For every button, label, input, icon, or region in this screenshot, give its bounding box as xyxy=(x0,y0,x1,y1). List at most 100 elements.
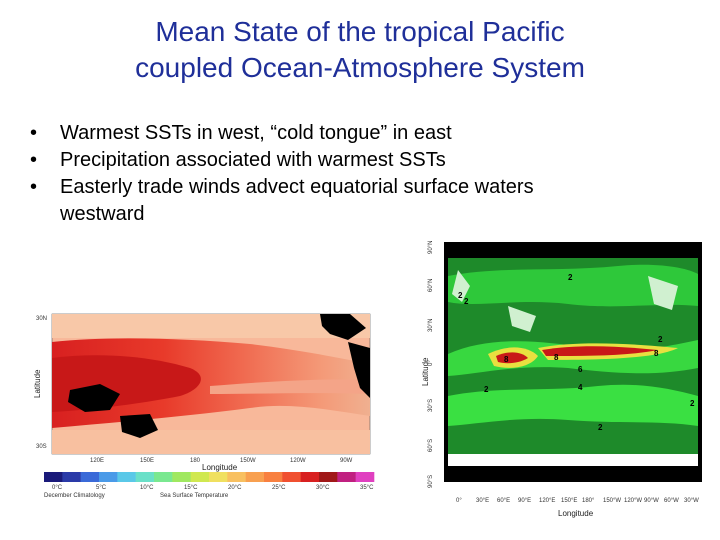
colorbar-tick: 0°C xyxy=(52,485,63,491)
colorbar-swatch xyxy=(190,472,210,482)
precip-max xyxy=(496,352,528,364)
slide-title: Mean State of the tropical Pacific coupl… xyxy=(40,14,680,86)
colorbar-swatch xyxy=(227,472,246,482)
colorbar-swatch xyxy=(282,472,301,482)
precip-lat-tick: 30°N xyxy=(428,319,434,332)
precip-lat-tick: 30°S xyxy=(428,399,434,412)
precip-map-figure: 2 2 8 8 6 4 2 2 8 2 2 2 90°N 60°N 30°N 0… xyxy=(418,236,710,520)
bullet-dot-icon: • xyxy=(30,149,38,171)
sst-caption-center: Sea Surface Temperature xyxy=(160,493,229,499)
colorbar-tick: 10°C xyxy=(140,485,154,491)
sst-map-panel xyxy=(51,313,371,455)
colorbar-swatch xyxy=(117,472,136,482)
contour-label: 2 xyxy=(658,335,663,344)
sst-lon-tick: 120E xyxy=(90,458,104,464)
colorbar-tick: 20°C xyxy=(228,485,242,491)
landmass-shape xyxy=(68,384,120,412)
sst-lon-tick: 120W xyxy=(290,458,306,464)
landmass-shape xyxy=(320,314,366,340)
contour-label: 8 xyxy=(554,353,559,362)
colorbar-tick: 15°C xyxy=(184,485,198,491)
precip-lat-tick: 90°S xyxy=(428,475,434,488)
precip-lat-tick: 60°N xyxy=(428,279,434,292)
sst-y-axis-label: Latitude xyxy=(33,369,42,398)
colorbar-swatch xyxy=(319,472,338,482)
colorbar-swatch xyxy=(264,472,283,482)
contour-label: 2 xyxy=(458,291,463,300)
colorbar-swatch xyxy=(355,472,375,482)
colorbar-swatch xyxy=(337,472,356,482)
precip-lon-tick: 120°W xyxy=(624,498,642,504)
contour-label: 8 xyxy=(654,349,659,358)
cold-tongue-region xyxy=(210,379,370,394)
bullet-dot-icon: • xyxy=(30,122,38,144)
precip-band xyxy=(448,264,698,307)
contour-label: 4 xyxy=(578,383,583,392)
colorbar-swatch xyxy=(99,472,118,482)
colorbar-swatch xyxy=(245,472,265,482)
precip-map-panel xyxy=(444,242,702,482)
precip-lat-tick: 0° xyxy=(428,360,434,366)
bullet-item: • Warmest SSTs in west, “cold tongue” in … xyxy=(30,120,590,147)
bullet-dot-icon: • xyxy=(30,176,38,198)
precip-lon-tick: 60°W xyxy=(664,498,679,504)
sst-lat-tick: 30N xyxy=(36,316,47,322)
sst-lon-tick: 90W xyxy=(340,458,353,464)
precip-lon-tick: 90°E xyxy=(518,498,531,504)
contour-label: 2 xyxy=(568,273,573,282)
sst-lon-tick: 180 xyxy=(190,458,201,464)
bullet-text: Easterly trade winds advect equatorial s… xyxy=(60,176,534,225)
sst-map-figure: 30N 30S Latitude 120E 150E 180 150W 120W… xyxy=(30,298,384,500)
landmass-shape xyxy=(120,414,158,438)
colorbar-tick: 30°C xyxy=(316,485,330,491)
land-outline xyxy=(508,306,536,332)
precip-lat-tick: 90°N xyxy=(428,241,434,254)
bullet-item: • Easterly trade winds advect equatorial … xyxy=(30,174,590,228)
bullet-text: Warmest SSTs in west, “cold tongue” in e… xyxy=(60,122,452,144)
precip-lon-tick: 150°E xyxy=(561,498,577,504)
precip-band xyxy=(448,384,698,426)
colorbar-swatch xyxy=(300,472,320,482)
precip-lon-tick: 180° xyxy=(582,498,595,504)
precip-lon-tick: 30°W xyxy=(684,498,699,504)
precip-lon-tick: 0° xyxy=(456,498,462,504)
precip-max xyxy=(542,346,658,356)
land-outline xyxy=(452,270,470,302)
colorbar-tick: 25°C xyxy=(272,485,286,491)
sst-x-axis-label: Longitude xyxy=(202,463,238,472)
landmass-shape xyxy=(348,342,370,398)
contour-label: 6 xyxy=(578,365,583,374)
contour-label: 2 xyxy=(484,385,489,394)
colorbar-swatch xyxy=(62,472,81,482)
precip-lon-tick: 60°E xyxy=(497,498,510,504)
precip-lon-tick: 90°W xyxy=(644,498,659,504)
precip-y-axis-label: Latitude xyxy=(421,357,430,386)
contour-label: 2 xyxy=(598,423,603,432)
sst-lon-tick: 150W xyxy=(240,458,256,464)
bullet-list: • Warmest SSTs in west, “cold tongue” in … xyxy=(30,120,590,228)
precip-lon-tick: 150°W xyxy=(603,498,621,504)
contour-label: 2 xyxy=(464,297,469,306)
title-line-1: Mean State of the tropical Pacific xyxy=(155,16,565,47)
title-line-2: coupled Ocean-Atmosphere System xyxy=(135,52,585,83)
precip-x-axis-label: Longitude xyxy=(558,509,594,518)
colorbar-tick: 5°C xyxy=(96,485,107,491)
contour-label: 8 xyxy=(504,355,509,364)
colorbar-swatch xyxy=(44,472,63,482)
precip-lon-tick: 30°E xyxy=(476,498,489,504)
colorbar-swatch xyxy=(135,472,155,482)
sst-lat-tick: 30S xyxy=(36,444,47,450)
precip-lon-tick: 120°E xyxy=(539,498,555,504)
colorbar-swatch xyxy=(172,472,191,482)
precip-lat-tick: 60°S xyxy=(428,439,434,452)
bullet-text: Precipitation associated with warmest SS… xyxy=(60,149,446,171)
sst-caption-left: December Climatology xyxy=(44,493,105,499)
sst-colorbar xyxy=(44,472,375,482)
bullet-item: • Precipitation associated with warmest S… xyxy=(30,147,590,174)
colorbar-swatch xyxy=(209,472,228,482)
sst-lon-tick: 150E xyxy=(140,458,154,464)
colorbar-swatch xyxy=(80,472,100,482)
colorbar-swatch xyxy=(154,472,173,482)
colorbar-tick: 35°C xyxy=(360,485,374,491)
land-outline xyxy=(648,276,678,310)
